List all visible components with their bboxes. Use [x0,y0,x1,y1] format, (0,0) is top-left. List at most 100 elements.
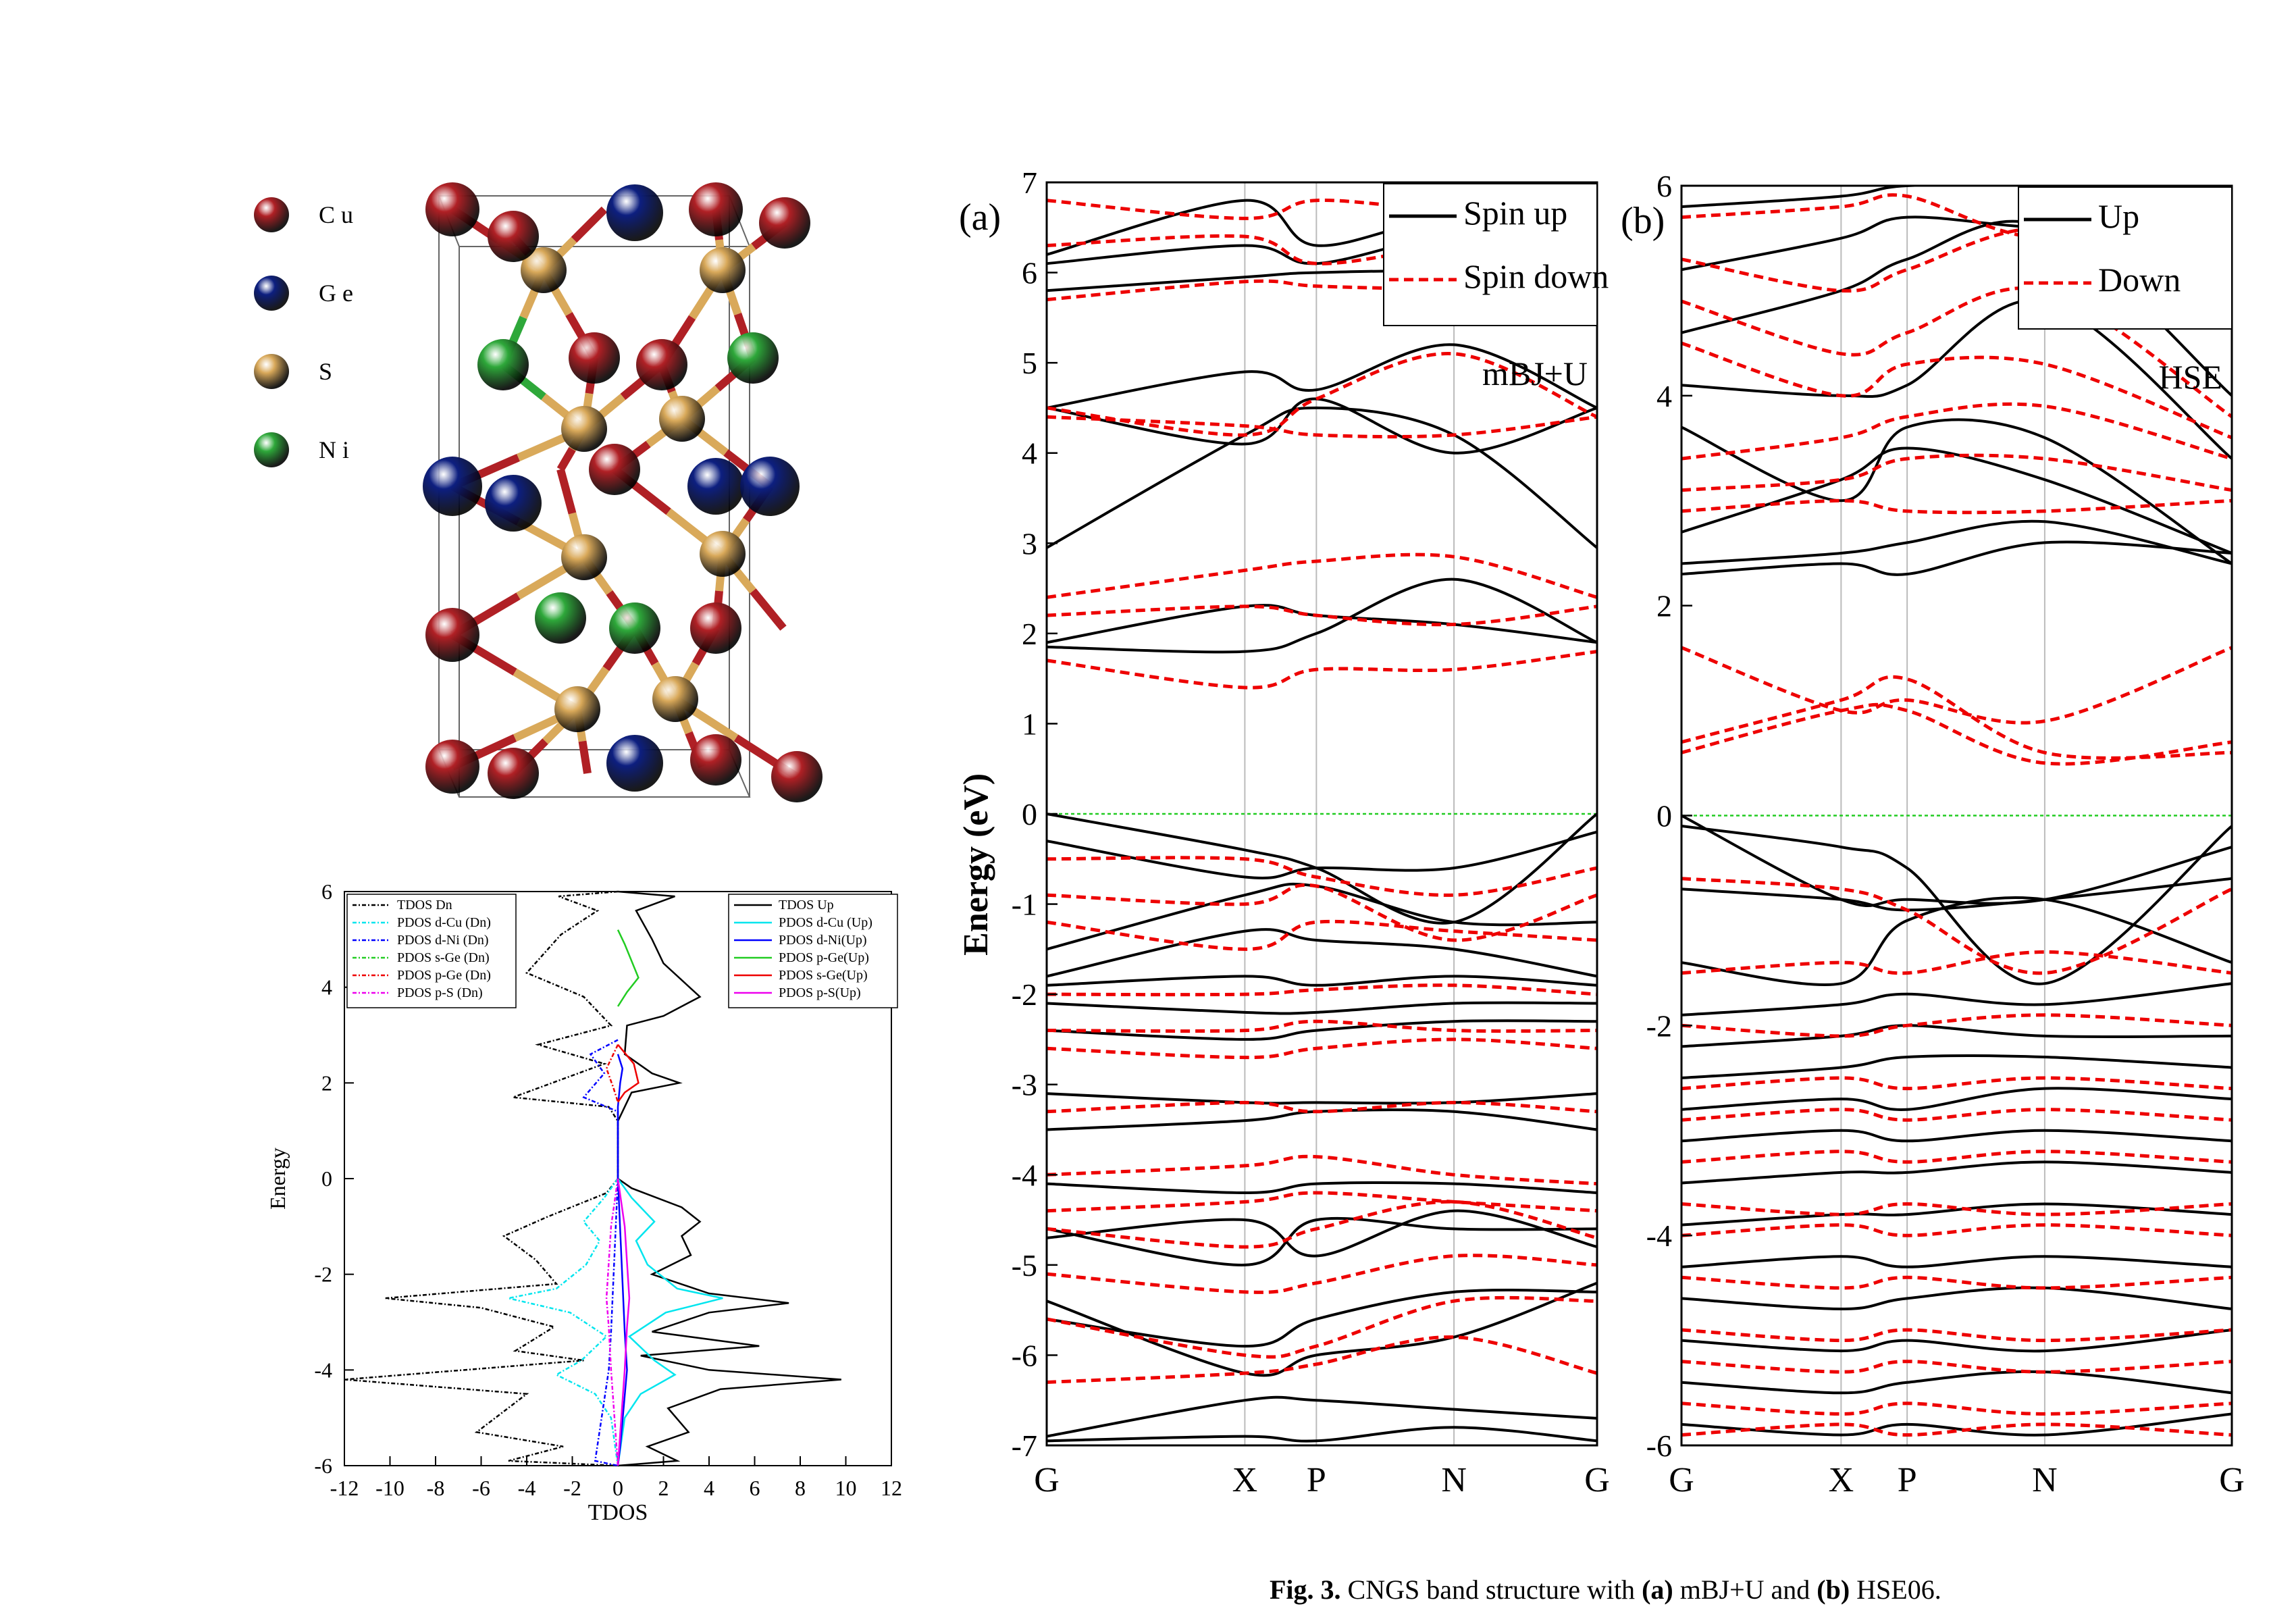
k-label-g: G [1034,1461,1060,1499]
band-up-14 [1681,825,2232,985]
band-down-5 [1681,1223,2232,1237]
atom-ge [606,184,663,241]
dos-legend-right-label: PDOS p-S(Up) [779,985,861,1000]
dos-xtick-label: -4 [518,1476,536,1500]
atom-s [659,396,705,442]
atom-cu [425,740,479,794]
band-spin-down-9 [1047,983,1597,997]
band-spin-down-14 [1047,604,1597,627]
atom-s [561,534,607,580]
band-up-10 [1681,1024,2232,1048]
atom-cu [690,602,741,654]
band-up-13 [1681,877,2232,912]
bond [578,740,592,774]
band-up-7 [1681,1129,2232,1143]
dos-ytick-label: 0 [321,1166,332,1191]
band-spin-down-12 [1047,856,1597,897]
band-ytick-label: -7 [1012,1429,1037,1463]
band-spin-up-10 [1047,1001,1597,1015]
legend-atom-0 [254,197,289,232]
k-label-n: N [2032,1461,2058,1499]
k-label-x: X [1232,1461,1258,1499]
atom-s [700,531,746,577]
band-ytick-label: 3 [1022,526,1037,561]
band-ytick-label: 7 [1022,165,1037,200]
k-label-n: N [1441,1461,1467,1499]
dos-xtick-label: -12 [330,1476,359,1500]
atom-ge [740,457,800,516]
dos-xtick-label: 8 [795,1476,806,1500]
atom-ge [485,475,542,532]
panel-label: (a) [959,197,1001,238]
dos-series-tdos-up [617,890,841,1467]
band-ytick-label: -6 [1012,1338,1037,1372]
band-spin-down-17 [1047,352,1597,437]
legend-atom-3 [254,432,289,467]
dos-ylabel: Energy [265,1148,290,1210]
band-ytick-label: 4 [1656,379,1672,413]
atom-s [561,406,607,452]
band-structure-a-panel: G X P N G -7 -6 -5 -4 -3 -2 -1 0 1 2 3 4 5 6 7 (a) Energy (eV… [945,162,1621,1533]
dos-legend-left-label: PDOS p-Ge (Dn) [397,968,491,983]
band-down-21 [1681,226,2232,293]
band-ytick-label: -6 [1646,1429,1672,1463]
bond [556,446,576,472]
band-ytick-label: 0 [1656,799,1672,833]
band-ytick-label: 4 [1022,436,1037,471]
band-up-15 [1681,814,2232,908]
legend-label-2: S [319,358,332,385]
dos-chart: -12 -10 -8 -6 -4 -2 0 2 4 6 8 10 12 -6 -4 -2 0 2 4 6 TDOS Ene… [265,879,902,1525]
atom-cu [425,608,479,662]
dos-legend-left-label: TDOS Dn [397,898,452,912]
k-label-g: G [2219,1461,2245,1499]
dos-legend-right-label: PDOS d-Ni(Up) [779,933,867,948]
dos-xtick-label: -6 [472,1476,490,1500]
band-spin-up-8 [1047,1092,1597,1105]
k-label-g: G [1584,1461,1610,1499]
band-spin-up-16 [1047,577,1597,654]
caption-end: HSE06. [1850,1574,1941,1605]
dos-legend-left-box [346,894,517,1008]
band-ytick-label: 1 [1022,706,1037,741]
dos-series-pdos-p-ge-dn- [605,1044,619,1103]
caption-a: (a) [1642,1574,1673,1605]
band-spin-up-12 [1047,928,1597,978]
dos-xtick-label: 6 [750,1476,760,1500]
band-spin-down-5 [1047,1154,1597,1186]
band-ytick-label: 6 [1022,256,1037,290]
dos-xlabel: TDOS [588,1500,648,1525]
band-spin-up-9 [1047,1019,1597,1041]
atom-s [521,247,567,293]
band-up-16 [1681,540,2232,576]
dos-xtick-label: 12 [881,1476,902,1500]
band-up-20 [1681,299,2232,460]
band-spin-down-2 [1047,1254,1597,1294]
atom-cu [771,751,823,802]
dos-legend-right-label: TDOS Up [779,898,834,912]
dos-xtick-label: 0 [612,1476,623,1500]
band-spin-up-4 [1047,1209,1597,1258]
atom-ge [423,457,482,516]
bond [571,206,608,243]
band-down-1 [1681,1401,2232,1416]
band-down-2 [1681,1360,2232,1374]
band-legend-label-1: Spin down [1463,257,1609,295]
dos-legend-right-label: PDOS p-Ge(Up) [779,950,869,965]
band-down-7 [1681,1150,2232,1164]
crystal-structure-image: C u G e S N i [254,182,823,802]
band-spin-up-6 [1047,1181,1597,1195]
band-up-17 [1681,519,2232,565]
band-down-14 [1681,675,2232,760]
dos-panel: -12 -10 -8 -6 -4 -2 0 2 4 6 8 10 12 -6 -4 -2 0 2 4 6 TDOS Ene… [243,865,932,1540]
legend-atom-1 [254,276,289,311]
atom-cu [689,182,743,236]
band-ytick-label: -2 [1012,977,1037,1012]
band-ytick-label: -3 [1012,1068,1037,1102]
band-spin-up-2 [1047,1281,1597,1377]
dos-xtick-label: -2 [563,1476,581,1500]
dos-ytick-label: 6 [321,879,332,904]
band-spin-down-6 [1047,1100,1597,1114]
method-label: HSE [2159,358,2222,396]
